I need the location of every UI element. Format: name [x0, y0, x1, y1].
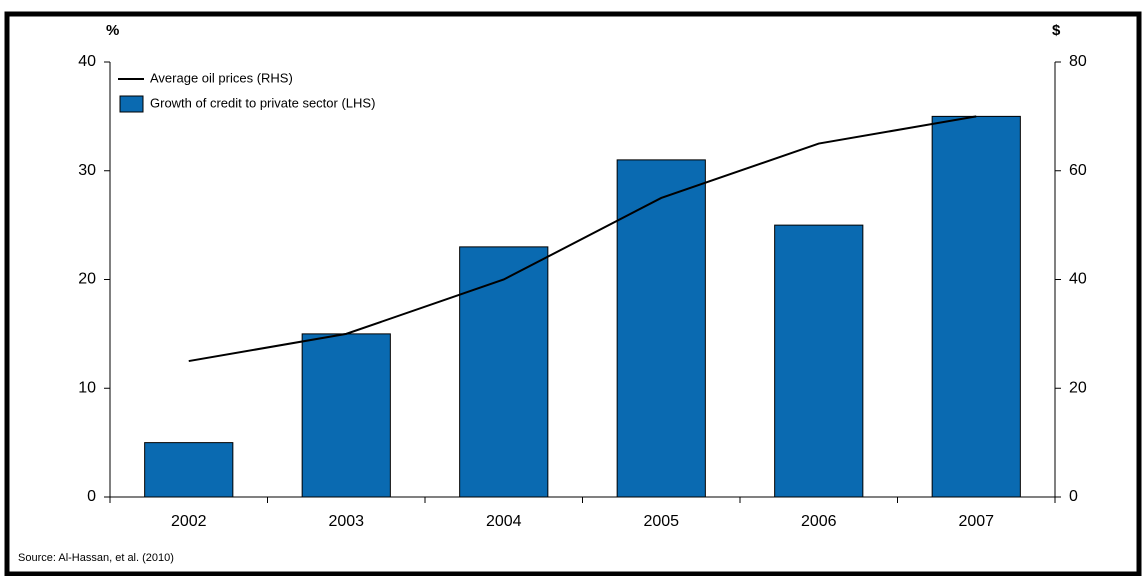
y2-tick-label: 80 [1069, 53, 1087, 70]
y-tick-label: 10 [78, 379, 96, 396]
source: Source: Al-Hassan, et al. (2010) [18, 552, 174, 564]
legend-label: Average oil prices (RHS) [150, 70, 293, 85]
bar [774, 224, 864, 498]
line [188, 115, 977, 363]
bar [459, 246, 549, 498]
frame [4, 11, 1142, 576]
y2-unit: $ [1052, 22, 1061, 39]
bar [616, 159, 706, 498]
legend-swatch [119, 95, 144, 113]
x-tick-label: 2002 [171, 513, 207, 530]
x-tick-label: 2003 [328, 513, 364, 530]
bar [931, 115, 1021, 498]
y-tick-label: 0 [87, 488, 96, 505]
y2-tick-label: 40 [1069, 271, 1087, 288]
y2-tick-label: 60 [1069, 162, 1087, 179]
x-tick-label: 2004 [486, 513, 522, 530]
x-tick-label: 2005 [643, 513, 679, 530]
legend-label: Growth of credit to private sector (LHS) [150, 95, 375, 110]
y2-tick-label: 20 [1069, 379, 1087, 396]
y-tick-label: 30 [78, 162, 96, 179]
x-tick-label: 2006 [801, 513, 837, 530]
y-unit: % [106, 22, 119, 39]
bar [301, 333, 391, 498]
bar [144, 442, 234, 498]
y-tick-label: 20 [78, 271, 96, 288]
y-tick-label: 40 [78, 53, 96, 70]
y2-tick-label: 0 [1069, 488, 1078, 505]
x-tick-label: 2007 [958, 513, 994, 530]
